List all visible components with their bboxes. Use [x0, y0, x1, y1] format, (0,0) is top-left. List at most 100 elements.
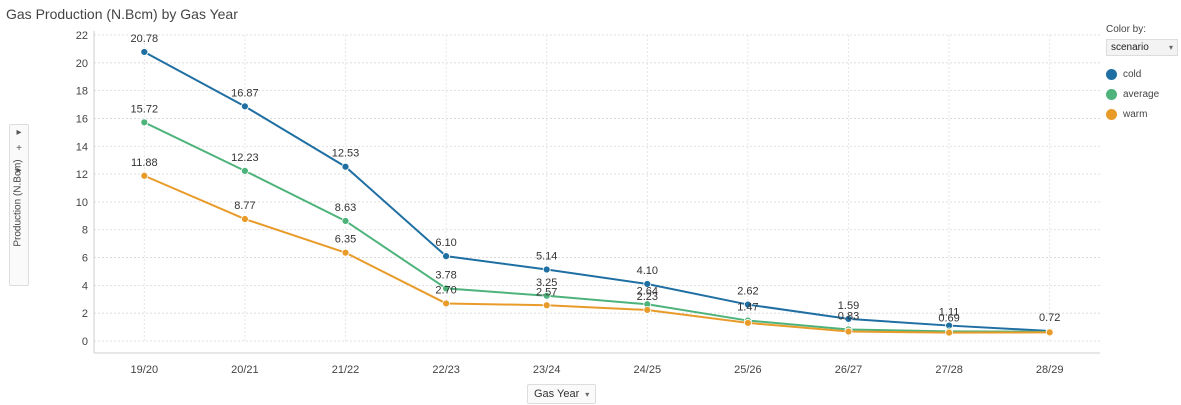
y-tick-label: 22	[76, 30, 88, 42]
y-axis-control[interactable]: ▸ + ▸	[9, 124, 29, 286]
color-by-select[interactable]: scenario ▾	[1106, 39, 1178, 56]
legend-swatch-cold	[1106, 68, 1117, 80]
y-tick-label: 10	[76, 197, 88, 209]
x-tick-label: 20/21	[231, 364, 259, 376]
legend-item-warm[interactable]: warm	[1106, 104, 1178, 124]
y-axis-label-text: Production (N.Bcm)	[12, 159, 24, 247]
data-label-average: 3.25	[536, 277, 557, 289]
data-label-cold: 12.53	[332, 148, 360, 160]
data-label-cold: 2.62	[737, 286, 758, 298]
data-point-warm	[744, 319, 752, 327]
data-point-average	[240, 166, 249, 175]
data-label-average: 12.23	[231, 152, 259, 164]
x-tick-label: 19/20	[131, 364, 159, 376]
series-line-average	[143, 121, 1050, 333]
data-label-cold: 6.10	[435, 237, 456, 249]
data-label-cold: 5.14	[536, 251, 557, 263]
y-tick-label: 6	[82, 253, 88, 265]
data-point-warm	[542, 301, 551, 310]
data-label-warm: 2.57	[536, 286, 557, 298]
data-point-warm	[442, 299, 451, 308]
y-tick-label: 12	[76, 169, 88, 181]
data-point-average	[140, 118, 149, 127]
legend-label-average: average	[1123, 88, 1160, 100]
data-point-warm	[240, 215, 249, 223]
data-label-cold: 0.72	[1039, 312, 1060, 324]
data-label-average: 8.63	[335, 202, 356, 214]
x-axis-selector[interactable]: Gas Year ▾	[527, 384, 597, 404]
data-label-cold: 16.87	[231, 87, 259, 99]
series-line-cold	[143, 51, 1050, 332]
data-point-warm	[140, 171, 149, 180]
data-label-warm: 2.23	[637, 291, 658, 303]
data-point-cold	[240, 102, 249, 111]
data-label-cold: 1.59	[838, 300, 859, 312]
legend: Color by: scenario ▾ cold average warm	[1106, 24, 1178, 124]
x-tick-label: 25/26	[734, 364, 762, 376]
x-tick-label: 28/29	[1036, 364, 1064, 376]
data-label-cold: 4.10	[637, 265, 658, 277]
legend-title: Color by:	[1106, 24, 1147, 35]
data-label-average: 0.69	[938, 312, 959, 324]
series-line-warm	[143, 174, 1050, 334]
y-tick-label: 20	[76, 58, 88, 70]
data-point-average	[442, 284, 451, 293]
legend-label-warm: warm	[1123, 108, 1148, 120]
x-tick-label: 21/22	[332, 364, 360, 376]
series-layer	[140, 48, 1054, 337]
color-by-value: scenario	[1111, 42, 1149, 53]
data-point-average	[341, 217, 350, 225]
axis-layer: 0 2 4 6 8 10 12 14 16 18 20 22 19/20 20/21 21/22 22/23 2…	[76, 30, 1100, 376]
data-label-cold: 1.11	[939, 307, 960, 319]
chevron-down-icon: ▾	[1168, 43, 1173, 52]
data-label-average: 1.47	[737, 302, 758, 314]
data-label-cold: 20.78	[131, 33, 159, 45]
legend-label-cold: cold	[1123, 68, 1142, 80]
expand-arrow-icon[interactable]: ▸	[16, 127, 22, 138]
data-point-average	[542, 291, 551, 300]
data-point-warm	[1045, 328, 1054, 337]
data-point-warm	[945, 328, 953, 337]
legend-item-average[interactable]: average	[1106, 84, 1178, 104]
data-label-average: 15.72	[131, 103, 159, 115]
y-tick-label: 2	[82, 308, 88, 320]
data-label-warm: 2.70	[435, 284, 456, 296]
data-point-cold	[442, 252, 451, 261]
legend-item-cold[interactable]: cold	[1106, 64, 1178, 84]
y-tick-label: 4	[82, 280, 88, 292]
x-tick-label: 27/28	[935, 364, 963, 376]
chevron-down-icon: ▾	[585, 389, 590, 399]
data-point-cold	[542, 265, 551, 274]
data-label-warm: 8.77	[234, 200, 255, 212]
x-tick-label: 26/27	[835, 364, 863, 376]
y-tick-label: 8	[82, 225, 88, 237]
data-label-warm: 6.35	[335, 234, 356, 246]
x-tick-label: 23/24	[533, 364, 561, 376]
y-tick-label: 18	[76, 86, 88, 98]
data-point-warm	[844, 327, 853, 336]
data-label-warm: 11.88	[131, 157, 158, 169]
x-tick-label: 22/23	[432, 364, 460, 376]
legend-swatch-average	[1106, 88, 1117, 100]
data-point-warm	[643, 306, 652, 314]
data-point-cold	[844, 314, 853, 323]
x-tick-label: 24/25	[634, 364, 662, 376]
data-point-cold	[643, 280, 652, 288]
plus-icon[interactable]: +	[16, 143, 22, 154]
chart-title: Gas Production (N.Bcm) by Gas Year	[6, 6, 238, 22]
y-tick-label: 14	[76, 141, 88, 153]
menu-arrow-icon[interactable]: ▸	[16, 165, 22, 176]
x-axis-label: Gas Year	[534, 388, 580, 400]
legend-swatch-warm	[1106, 108, 1117, 120]
data-label-average: 3.78	[435, 269, 456, 281]
data-point-cold	[744, 300, 752, 309]
data-label-average: 0.83	[838, 310, 859, 322]
data-label-average: 2.64	[637, 285, 658, 297]
data-point-cold	[140, 48, 149, 56]
data-point-warm	[341, 248, 350, 257]
data-point-cold	[341, 162, 350, 171]
y-tick-label: 16	[76, 113, 88, 125]
grid-layer	[94, 34, 1100, 342]
